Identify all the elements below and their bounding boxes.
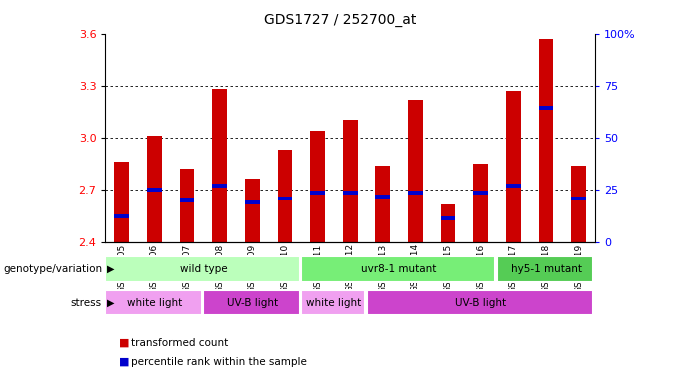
Bar [571, 166, 586, 242]
Bar [212, 89, 227, 242]
Bar [375, 166, 390, 242]
Text: white light: white light [126, 298, 182, 308]
Bar [212, 184, 227, 188]
Text: genotype/variation: genotype/variation [3, 264, 102, 274]
Bar [408, 191, 423, 195]
Bar [245, 180, 260, 242]
Text: ■: ■ [119, 357, 129, 367]
Bar [147, 188, 162, 192]
Bar [539, 106, 554, 110]
Text: ▶: ▶ [107, 298, 115, 308]
Text: ▶: ▶ [107, 264, 115, 274]
Bar [506, 91, 521, 242]
Bar [180, 198, 194, 202]
Bar [343, 120, 358, 242]
Bar [473, 164, 488, 242]
Bar [277, 150, 292, 242]
Text: hy5-1 mutant: hy5-1 mutant [511, 264, 581, 274]
Text: stress: stress [71, 298, 102, 308]
Bar [180, 169, 194, 242]
Text: transformed count: transformed count [131, 338, 228, 348]
Bar [245, 200, 260, 204]
Bar [539, 39, 554, 242]
Bar [497, 256, 594, 282]
Bar [203, 290, 300, 315]
Text: uvr8-1 mutant: uvr8-1 mutant [362, 264, 437, 274]
Text: ■: ■ [119, 338, 129, 348]
Bar [473, 191, 488, 195]
Bar [441, 204, 456, 242]
Bar [441, 216, 456, 219]
Bar [277, 196, 292, 200]
Text: UV-B light: UV-B light [455, 298, 507, 308]
Bar [301, 256, 496, 282]
Bar [367, 290, 594, 315]
Bar [301, 290, 365, 315]
Bar [571, 196, 586, 200]
Text: percentile rank within the sample: percentile rank within the sample [131, 357, 307, 367]
Text: wild type: wild type [180, 264, 227, 274]
Bar [408, 100, 423, 242]
Bar [147, 136, 162, 242]
Text: GDS1727 / 252700_at: GDS1727 / 252700_at [264, 13, 416, 27]
Bar [105, 290, 202, 315]
Bar [114, 214, 129, 218]
Bar [310, 131, 325, 242]
Bar [114, 162, 129, 242]
Text: white light: white light [306, 298, 362, 308]
Text: UV-B light: UV-B light [226, 298, 278, 308]
Bar [343, 191, 358, 195]
Bar [375, 195, 390, 199]
Bar [105, 256, 300, 282]
Bar [506, 184, 521, 188]
Bar [310, 191, 325, 195]
